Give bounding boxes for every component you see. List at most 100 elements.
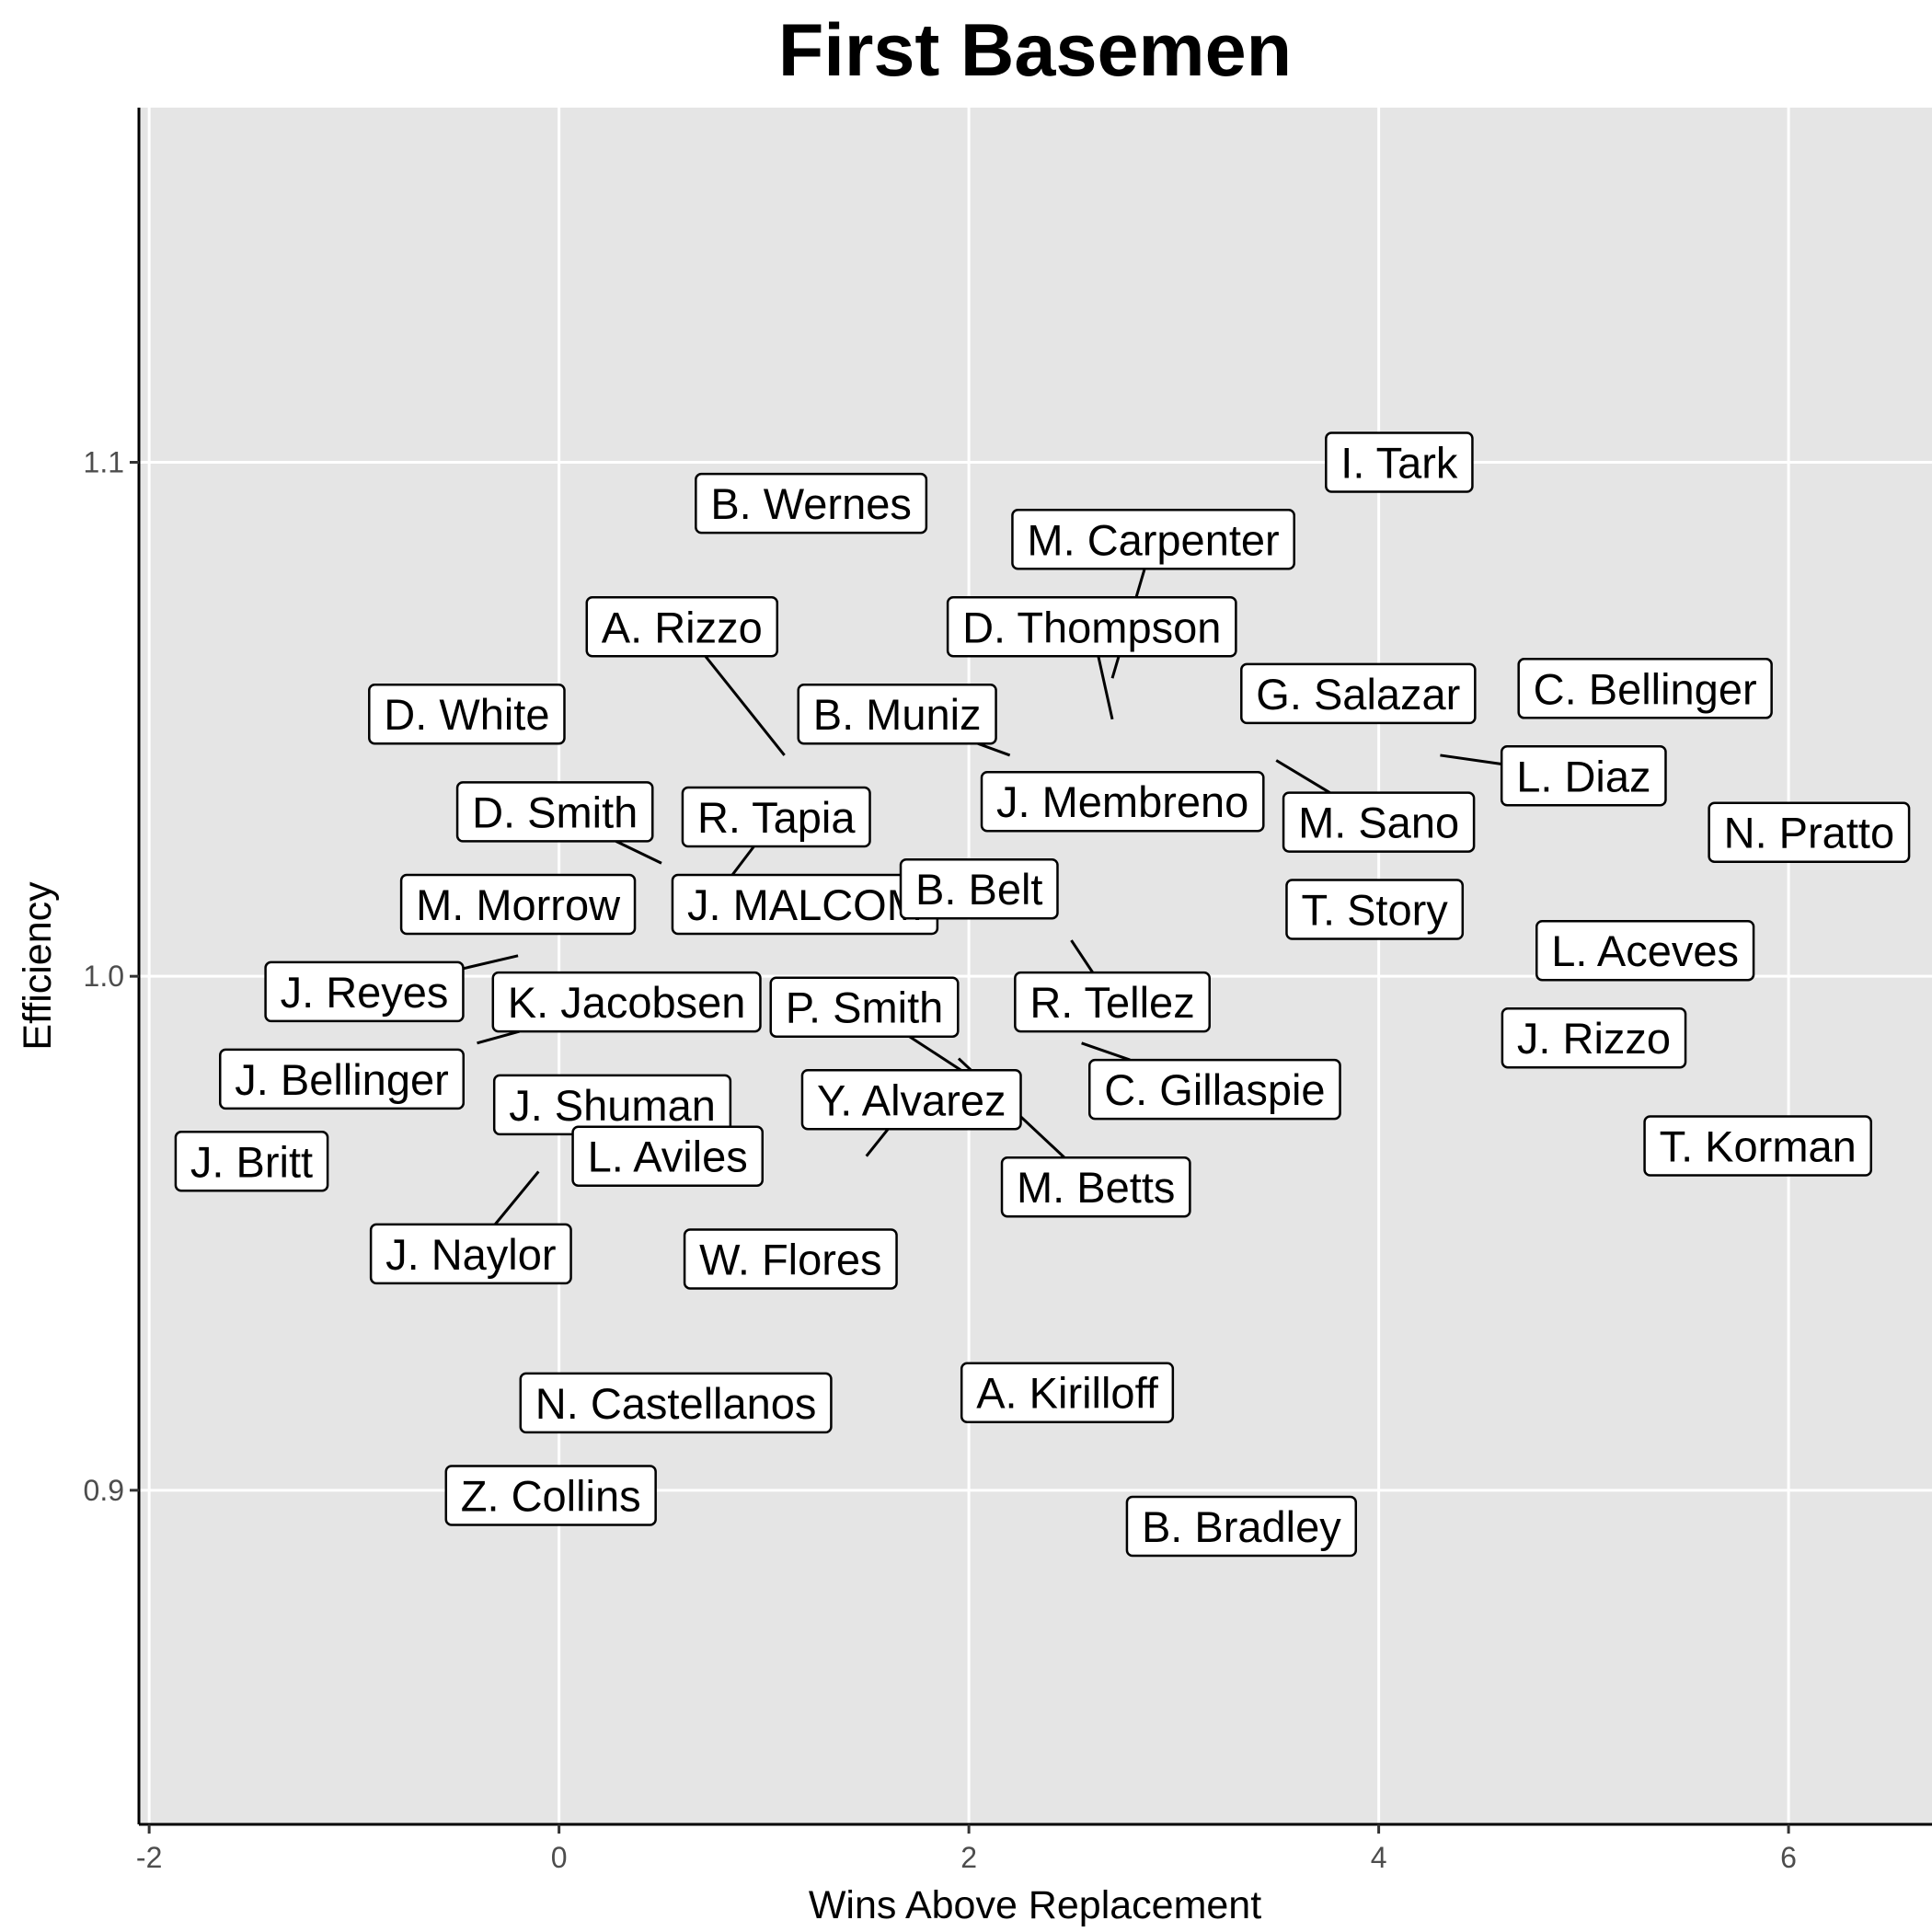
- point-label: N. Castellanos: [535, 1379, 817, 1428]
- point-label-group: N. Pratto: [1708, 801, 1911, 863]
- point-label-box: [1501, 1006, 1687, 1069]
- point-label: J. Britt: [190, 1137, 313, 1186]
- point-label: I. Tark: [1340, 438, 1458, 487]
- point-label: B. Muniz: [813, 690, 982, 739]
- point-label-group: J. MALCOM: [671, 873, 939, 936]
- point-label-box: [899, 857, 1059, 920]
- point-label-group: P. Smith: [769, 976, 960, 1038]
- point-label: M. Carpenter: [1027, 515, 1279, 564]
- leader-line: [865, 1128, 890, 1157]
- point-label: R. Tellez: [1029, 978, 1194, 1027]
- point-label-group: M. Morrow: [399, 873, 637, 936]
- point-label-group: R. Tellez: [1014, 971, 1211, 1033]
- y-axis-title: Efficiency: [16, 881, 60, 1051]
- point-label-group: Z. Collins: [444, 1465, 657, 1526]
- point-label: J. Rizzo: [1517, 1014, 1671, 1063]
- point-label-box: [219, 1048, 466, 1110]
- point-label-box: [1240, 662, 1477, 725]
- point-label: A. Kirilloff: [976, 1369, 1159, 1418]
- point-label: A. Rizzo: [602, 603, 763, 651]
- point-label-box: [1535, 919, 1755, 982]
- point-label-group: Y. Alvarez: [800, 1069, 1022, 1131]
- point-label-group: C. Gillaspie: [1087, 1058, 1341, 1121]
- point-label-group: T. Korman: [1643, 1115, 1873, 1177]
- point-label-group: L. Aceves: [1535, 919, 1755, 982]
- point-label-group: B. Bradley: [1125, 1495, 1358, 1558]
- point-label: K. Jacobsen: [508, 978, 746, 1027]
- point-label: L. Aceves: [1551, 926, 1739, 975]
- point-label-group: J. Naylor: [369, 1223, 572, 1285]
- y-tick-label: 1.0: [84, 960, 124, 993]
- point-label-box: [1708, 801, 1911, 863]
- leader-line: [493, 1170, 540, 1225]
- point-label: C. Gillaspie: [1104, 1065, 1325, 1114]
- point-label-box: [1643, 1115, 1873, 1177]
- point-label-group: B. Wernes: [695, 472, 928, 535]
- point-label: B. Belt: [915, 865, 1042, 914]
- point-label-group: J. Shuman: [492, 1074, 732, 1136]
- leader-line: [615, 840, 662, 865]
- point-label-box: [1285, 879, 1465, 940]
- point-label: J. Bellinger: [235, 1055, 449, 1104]
- point-label-group: W. Flores: [683, 1228, 898, 1290]
- point-label: L. Aviles: [588, 1133, 748, 1181]
- point-label: D. White: [384, 690, 549, 739]
- leader-line: [1275, 759, 1331, 794]
- point-label-box: [1517, 658, 1773, 719]
- point-label-group: J. Rizzo: [1501, 1006, 1687, 1069]
- point-label-box: [1014, 971, 1211, 1033]
- point-label-group: I. Tark: [1325, 431, 1474, 493]
- point-label-group: J. Reyes: [264, 960, 465, 1023]
- point-label-box: [585, 596, 779, 658]
- leader-line: [908, 1035, 968, 1075]
- point-label-box: [1325, 431, 1474, 493]
- point-label-box: [455, 781, 654, 843]
- point-label-group: A. Kirilloff: [960, 1362, 1175, 1423]
- point-label-group: R. Tapia: [681, 786, 871, 848]
- point-label-group: L. Aviles: [571, 1125, 765, 1187]
- point-label-box: [264, 960, 465, 1023]
- point-label-box: [800, 1069, 1022, 1131]
- point-label-group: M. Carpenter: [1011, 509, 1295, 570]
- point-label: M. Betts: [1017, 1163, 1175, 1212]
- point-label: J. Membreno: [996, 777, 1248, 826]
- point-label-box: [369, 1223, 572, 1285]
- point-label: J. Reyes: [281, 968, 449, 1017]
- leader-line: [704, 655, 786, 756]
- point-label: Y. Alvarez: [817, 1075, 1006, 1124]
- point-label-box: [1282, 791, 1476, 853]
- leader-line: [1097, 655, 1114, 720]
- point-label-box: [960, 1362, 1175, 1423]
- point-label-box: [769, 976, 960, 1038]
- point-label-box: [368, 683, 566, 745]
- axis-ticks: -2 0 2 4 6 0.9 1.0 1.1: [84, 445, 1797, 1874]
- point-label: N. Pratto: [1724, 809, 1894, 857]
- point-label: B. Wernes: [710, 479, 912, 528]
- point-label: B. Bradley: [1142, 1502, 1341, 1551]
- point-label: P. Smith: [786, 983, 944, 1032]
- point-label-group: C. Bellinger: [1517, 658, 1773, 719]
- point-label-box: [797, 683, 997, 745]
- leader-line: [1070, 939, 1095, 973]
- x-axis-title: Wins Above Replacement: [809, 1883, 1261, 1927]
- point-label-box: [1500, 745, 1667, 807]
- point-label: D. Thompson: [962, 603, 1221, 651]
- point-label-box: [174, 1131, 329, 1192]
- point-label-group: T. Story: [1285, 879, 1465, 940]
- leader-line: [1081, 1041, 1131, 1062]
- point-label-box: [571, 1125, 765, 1187]
- point-label-group: G. Salazar: [1240, 662, 1477, 725]
- point-label: Z. Collins: [461, 1471, 641, 1520]
- chart-title: First Basemen: [778, 9, 1292, 92]
- x-tick-label: 0: [551, 1841, 568, 1874]
- point-label-group: J. Membreno: [980, 770, 1265, 833]
- point-label-box: [1000, 1156, 1191, 1218]
- point-label: M. Sano: [1298, 799, 1459, 847]
- x-tick-label: 4: [1371, 1841, 1387, 1874]
- point-label-group: K. Jacobsen: [491, 971, 762, 1033]
- x-tick-label: 6: [1780, 1841, 1797, 1874]
- leader-line: [477, 1029, 521, 1045]
- point-label-box: [491, 971, 762, 1033]
- leader-line: [463, 954, 519, 971]
